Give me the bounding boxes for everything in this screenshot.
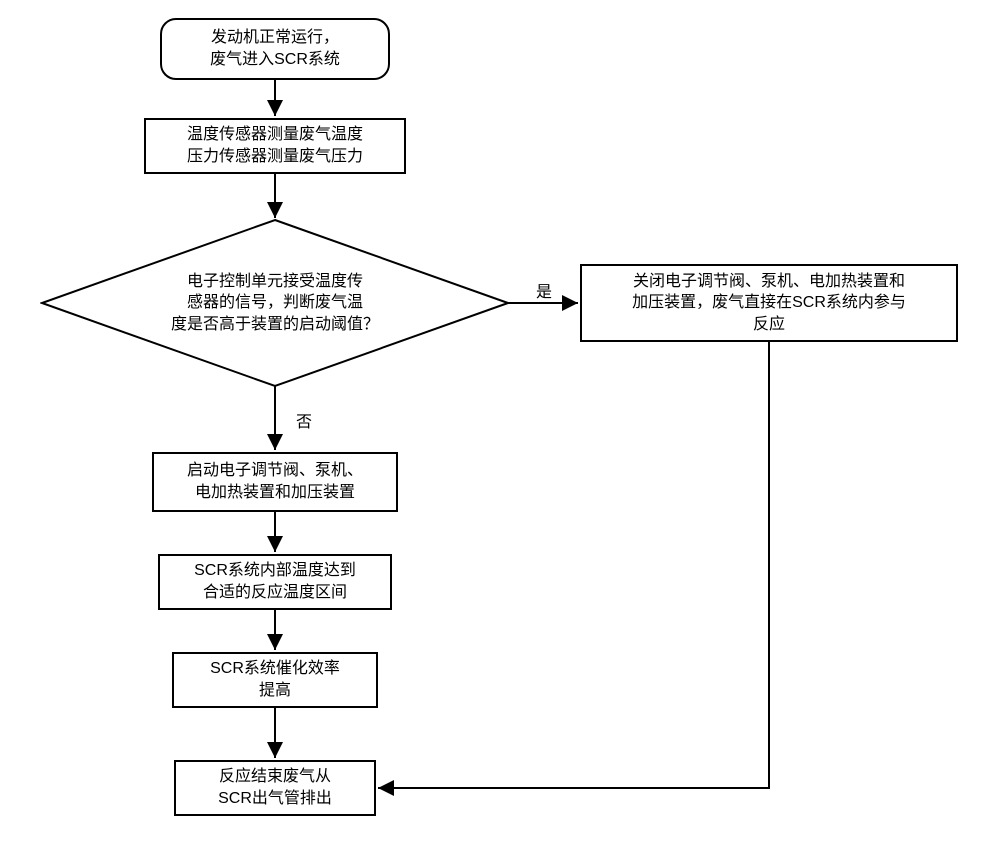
no-action-label: 启动电子调节阀、泵机、电加热装置和加压装置 (187, 460, 363, 503)
flowchart-yes-action-node: 关闭电子调节阀、泵机、电加热装置和加压装置，废气直接在SCR系统内参与反应 (580, 264, 958, 342)
flowchart-decision-node: 电子控制单元接受温度传感器的信号，判断废气温度是否高于装置的启动阈值？ (40, 218, 510, 388)
decision-label: 电子控制单元接受温度传感器的信号，判断废气温度是否高于装置的启动阈值？ (171, 273, 379, 333)
flowchart-start-node: 发动机正常运行，废气进入SCR系统 (160, 18, 390, 80)
flowchart-sensors-node: 温度传感器测量废气温度压力传感器测量废气压力 (144, 118, 406, 174)
flowchart-no-action-node: 启动电子调节阀、泵机、电加热装置和加压装置 (152, 452, 398, 512)
yes-label: 是 (536, 278, 552, 302)
flowchart-efficiency-node: SCR系统催化效率提高 (172, 652, 378, 708)
end-label: 反应结束废气从SCR出气管排出 (218, 766, 332, 809)
flowchart-temp-range-node: SCR系统内部温度达到合适的反应温度区间 (158, 554, 392, 610)
flowchart-end-node: 反应结束废气从SCR出气管排出 (174, 760, 376, 816)
efficiency-label: SCR系统催化效率提高 (210, 658, 340, 701)
temp-range-label: SCR系统内部温度达到合适的反应温度区间 (194, 560, 356, 603)
sensors-label: 温度传感器测量废气温度压力传感器测量废气压力 (187, 124, 363, 167)
no-label: 否 (296, 408, 312, 432)
yes-action-label: 关闭电子调节阀、泵机、电加热装置和加压装置，废气直接在SCR系统内参与反应 (632, 271, 906, 336)
start-label: 发动机正常运行，废气进入SCR系统 (210, 27, 340, 70)
